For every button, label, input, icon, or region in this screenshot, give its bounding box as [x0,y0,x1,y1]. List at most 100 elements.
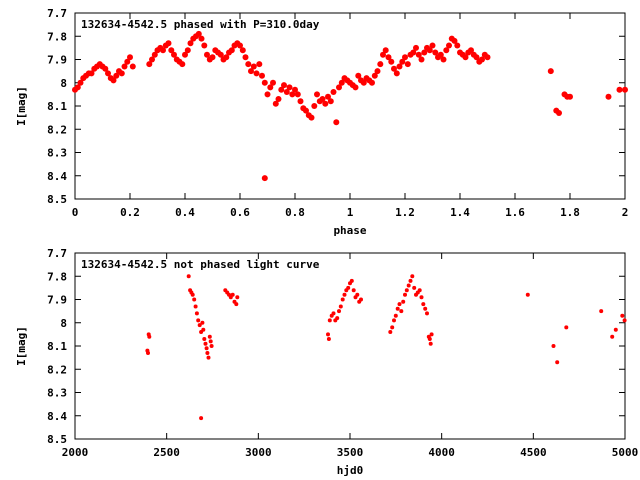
unphased-data-point [359,297,363,302]
phased-data-point [204,51,210,58]
phased-y-tick-label: 8.1 [47,100,67,113]
phased-data-point [264,91,271,98]
phased-data-point [338,79,345,86]
phased-x-tick-label: 1.4 [450,206,470,219]
unphased-data-point [620,313,625,318]
phased-data-point [388,58,395,65]
unphased-y-tick-label: 8.4 [47,410,67,423]
unphased-x-axis-title: hjd0 [337,464,364,477]
unphased-y-axis-title: I[mag] [15,326,28,366]
unphased-data-point [207,334,212,339]
unphased-data-point [205,351,210,355]
phased-data-point [242,54,249,61]
phased-x-tick-label: 0.8 [285,206,305,219]
phased-data-point [462,54,469,61]
phased-x-tick-label: 1 [347,206,354,219]
phased-data-point [360,79,367,86]
phased-data-point [446,42,452,49]
unphased-data-point [208,339,213,344]
unphased-data-point [392,318,396,323]
phased-data-point [393,70,400,77]
unphased-data-point [327,318,332,323]
phased-data-point [283,89,290,95]
phased-y-ticks: 7.7 7.8 7.9 8 8.1 8.2 8.3 8.4 8.5 [47,7,625,206]
phased-x-tick-label: 1.6 [505,206,525,219]
unphased-y-tick-label: 7.7 [47,247,67,260]
unphased-data-point [406,283,411,288]
unphased-data-point [388,330,393,334]
phased-data-point [171,51,177,58]
unphased-y-tick-label: 8.1 [47,340,67,353]
unphased-data-point [196,318,201,323]
unphased-data-point [423,306,428,311]
unphased-data-point [202,337,207,341]
phased-data-point [429,42,436,49]
phased-y-axis-title: I[mag] [15,86,28,126]
phased-data-point [410,49,417,56]
phased-data-point [322,100,329,107]
unphased-data-point [417,288,422,293]
phased-data-point [325,93,331,100]
phased-data-point [151,51,158,58]
phased-data-point [127,54,133,61]
phased-data-point [261,175,268,182]
phased-data-point [267,84,274,91]
unphased-y-tick-label: 8.2 [47,363,67,376]
unphased-data-point [146,351,150,355]
phased-data-point [146,61,153,68]
phased-data-point [314,91,320,98]
phased-data-point [124,58,131,65]
phased-data-point [319,96,326,102]
phased-light-curve-panel: 0 0.2 0.4 0.6 0.8 1 1.2 1.4 1.6 1.8 2 7.7 7.8 7.9 8 8.… [15,7,628,237]
unphased-data-point [192,297,197,302]
unphased-data-point [337,309,341,314]
unphased-data-point [429,332,434,337]
phased-data-point [88,70,95,77]
phased-data-point [479,56,485,63]
unphased-data-points [145,274,627,421]
unphased-data-point [349,278,354,283]
phased-data-point [385,54,392,61]
phased-data-point [239,47,246,54]
phased-data-point [377,61,384,68]
phased-data-point [432,49,439,56]
phased-data-point [374,68,381,75]
unphased-data-point [564,325,569,330]
phased-data-point [380,51,386,58]
unphased-data-point [395,306,400,311]
phased-data-point [382,47,389,54]
phased-data-point [245,61,252,68]
unphased-data-point [351,288,356,293]
phased-data-point [415,51,422,58]
phased-data-point [223,54,230,61]
phased-data-point [355,72,362,79]
phased-data-point [228,47,235,54]
phased-x-tick-label: 0.4 [175,206,195,219]
phased-data-point [369,79,375,86]
phased-data-point [118,70,125,77]
phased-data-point [294,91,301,98]
phased-data-point [440,56,447,63]
phased-y-tick-label: 8.3 [47,147,67,160]
phased-data-point [198,35,205,42]
unphased-data-point [613,327,618,332]
phased-data-point [149,56,155,63]
unphased-data-point [610,334,615,339]
unphased-data-point [186,274,191,279]
phased-data-point [253,70,260,77]
unphased-data-point [331,311,336,316]
unphased-data-point [355,292,360,297]
phased-data-point [272,100,279,107]
unphased-data-point [234,302,239,307]
phased-data-point [184,47,191,54]
unphased-data-point [551,344,556,348]
phased-data-point [110,77,117,84]
unphased-data-point [404,288,409,293]
phased-y-tick-label: 7.7 [47,7,67,20]
phased-data-point [278,86,285,93]
phased-y-tick-label: 8 [60,77,67,90]
unphased-x-tick-label: 5000 [612,446,639,459]
phased-y-tick-label: 8.2 [47,123,67,136]
unphased-data-point [408,278,413,283]
unphased-x-tick-label: 3500 [337,446,364,459]
